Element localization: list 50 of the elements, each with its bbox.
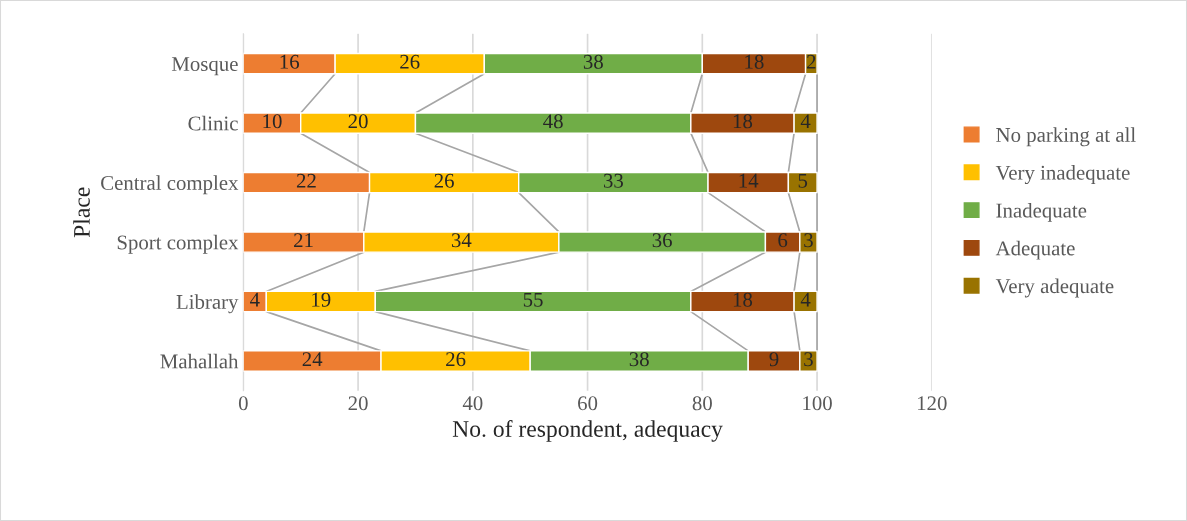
data-label: 14 bbox=[739, 173, 759, 188]
data-label: 16 bbox=[280, 54, 300, 69]
x-tick-label: 120 bbox=[918, 396, 947, 411]
y-tick-label: Central complex bbox=[101, 175, 239, 195]
data-label: 5 bbox=[798, 173, 808, 188]
data-label: 18 bbox=[733, 292, 753, 307]
data-label: 34 bbox=[451, 233, 472, 248]
legend-label: Adequate bbox=[995, 240, 1075, 260]
data-label: 24 bbox=[302, 352, 323, 367]
data-label: 4 bbox=[800, 114, 811, 129]
data-label: 38 bbox=[583, 54, 603, 69]
data-label: 26 bbox=[434, 173, 454, 188]
data-label: 3 bbox=[804, 233, 813, 248]
legend-label: No parking at all bbox=[996, 127, 1136, 147]
legend-label: Inadequate bbox=[996, 202, 1087, 222]
data-label: 22 bbox=[296, 173, 316, 188]
x-tick-label: 100 bbox=[803, 396, 832, 411]
y-tick-label: Clinic bbox=[188, 115, 238, 131]
data-label: 21 bbox=[294, 233, 313, 248]
data-label: 26 bbox=[400, 54, 420, 69]
data-label: 26 bbox=[446, 352, 466, 367]
data-label: 10 bbox=[263, 114, 282, 129]
data-label: 3 bbox=[804, 352, 813, 367]
x-tick-label: 0 bbox=[238, 396, 248, 411]
data-label: 6 bbox=[778, 233, 788, 248]
data-label: 9 bbox=[769, 352, 779, 367]
data-label: 19 bbox=[312, 292, 331, 307]
x-tick-label: 40 bbox=[462, 396, 483, 411]
x-tick-label: 60 bbox=[578, 396, 598, 411]
y-tick-label: Mahallah bbox=[160, 353, 239, 369]
data-label: 38 bbox=[629, 352, 649, 367]
data-label: 18 bbox=[745, 54, 764, 69]
x-tick-label: 20 bbox=[348, 396, 368, 411]
data-label: 4 bbox=[800, 292, 811, 307]
legend-label: Very adequate bbox=[995, 278, 1114, 298]
x-axis-title: No. of respondent, adequacy bbox=[452, 420, 723, 442]
y-tick-label: Sport complex bbox=[117, 234, 239, 254]
x-tick-label: 80 bbox=[692, 396, 712, 411]
data-label: 4 bbox=[250, 292, 260, 307]
data-label: 20 bbox=[348, 114, 368, 129]
data-label: 18 bbox=[733, 114, 753, 129]
y-axis-title: Place bbox=[73, 187, 90, 238]
data-label: 2 bbox=[807, 54, 816, 69]
y-tick-label: Mosque bbox=[171, 57, 238, 76]
data-label: 33 bbox=[603, 173, 623, 188]
data-label: 36 bbox=[652, 233, 672, 248]
data-label: 48 bbox=[543, 114, 563, 129]
y-tick-label: Library bbox=[176, 294, 239, 314]
data-label: 55 bbox=[523, 292, 543, 307]
legend-label: Very inadequate bbox=[995, 165, 1130, 185]
